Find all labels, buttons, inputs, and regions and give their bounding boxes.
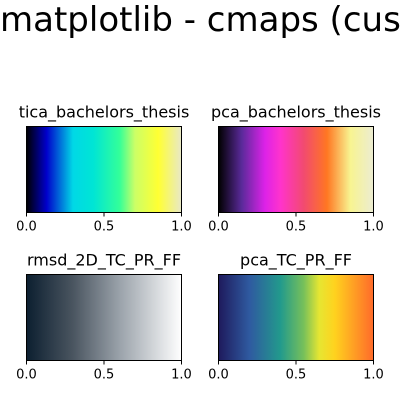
x-tick-label: 0.5	[286, 220, 307, 235]
panel-title: tica_bachelors_thesis	[19, 103, 190, 123]
colormap-gradient	[219, 127, 374, 213]
panel-title: pca_bachelors_thesis	[211, 103, 381, 123]
panel-title: pca_TC_PR_FF	[240, 251, 352, 271]
x-tick-label: 0.0	[16, 220, 37, 235]
x-tick-label: 0.0	[208, 368, 229, 383]
colormap-panel: pca_bachelors_thesis 0.0 0.5 1.0	[208, 103, 384, 235]
colormap-panel: rmsd_2D_TC_PR_FF 0.0 0.5 1.0	[16, 251, 192, 383]
x-tick-label: 1.0	[363, 220, 384, 235]
x-tick-label: 0.0	[16, 368, 37, 383]
colormap-panel: tica_bachelors_thesis 0.0 0.5 1.0	[16, 103, 192, 235]
x-tick-label: 0.0	[208, 220, 229, 235]
x-tick-label: 0.5	[286, 368, 307, 383]
colormap-panel: pca_TC_PR_FF 0.0 0.5 1.0	[208, 251, 384, 383]
panel-title: rmsd_2D_TC_PR_FF	[27, 251, 181, 271]
x-tick-label: 1.0	[171, 220, 192, 235]
x-tick-label: 1.0	[363, 368, 384, 383]
colormap-gradient	[27, 127, 182, 213]
x-tick-label: 1.0	[171, 368, 192, 383]
x-tick-label: 0.5	[94, 368, 115, 383]
colormap-gradient	[27, 275, 182, 361]
colormap-gradient	[219, 275, 374, 361]
x-tick-label: 0.5	[94, 220, 115, 235]
